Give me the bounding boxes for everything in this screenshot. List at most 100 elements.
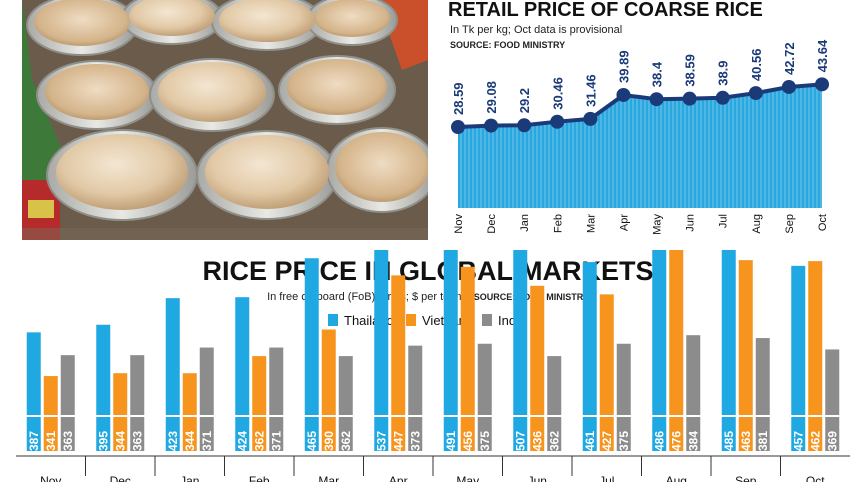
bar-base-thailand [96,417,111,451]
retail-value-label: 42.72 [782,42,797,75]
legend-swatch-vietnam [406,314,416,326]
bar-vietnam-dec [113,373,128,415]
bar-value-label: 507 [513,431,527,451]
bar-value-label: 363 [61,431,75,451]
bar-value-label: 344 [113,431,127,451]
bar-value-label: 491 [444,431,458,451]
month-label-jun: Jun [528,474,547,482]
bar-value-label: 362 [547,431,561,451]
legend-swatch-india [482,314,492,326]
bar-india-sep [755,338,770,415]
bar-thailand-apr [374,189,389,415]
bar-base-vietnam [321,417,336,451]
retail-point-sep [781,79,796,94]
bar-vietnam-sep [738,260,753,415]
bar-thailand-oct [791,265,806,415]
bar-india-mar [338,356,353,415]
bar-base-vietnam [113,417,128,451]
retail-point-jun [682,91,697,106]
bar-base-india [825,417,840,451]
month-label-apr: Apr [389,474,408,482]
bar-base-india [755,417,770,451]
retail-value-label: 29.08 [484,81,499,114]
month-label-mar: Mar [318,474,339,482]
bar-india-aug [686,335,701,415]
month-label-may: May [456,474,479,482]
bar-base-thailand [721,417,736,451]
retail-area-fill [458,84,822,208]
bar-vietnam-aug [669,247,684,415]
retail-point-jan [517,118,532,133]
bar-vietnam-feb [252,356,267,415]
bar-base-india [547,417,562,451]
bar-india-oct [825,349,840,415]
bar-value-label: 384 [686,431,700,451]
bar-base-vietnam [530,417,545,451]
retail-month-label: Jan [519,214,531,232]
bar-value-label: 476 [669,431,683,451]
bar-value-label: 381 [756,431,770,451]
bar-india-jul [616,343,631,415]
bar-thailand-feb [235,297,250,415]
bar-base-thailand [652,417,667,451]
bar-vietnam-jun [530,285,545,415]
bar-thailand-nov [26,332,41,415]
bar-base-vietnam [391,417,406,451]
bar-value-label: 463 [739,431,753,451]
retail-month-label: May [652,214,664,235]
bar-base-india [477,417,492,451]
month-label-jan: Jan [180,474,199,482]
bar-base-india [130,417,145,451]
retail-month-label: Sep [784,214,796,234]
bar-base-india [60,417,75,451]
bar-vietnam-jan [182,373,197,415]
global-chart-title: RICE PRICE IN GLOBAL MARKETS [202,256,653,286]
bar-vietnam-oct [808,261,823,415]
bar-value-label: 387 [27,431,41,451]
bar-value-label: 465 [305,431,319,451]
bar-vietnam-apr [391,275,406,415]
bar-value-label: 371 [269,431,283,451]
month-label-nov: Nov [40,474,61,482]
bar-base-vietnam [460,417,475,451]
bar-base-thailand [443,417,458,451]
bar-value-label: 436 [530,431,544,451]
bar-india-nov [60,355,75,415]
bar-india-jun [547,356,562,415]
bar-value-label: 371 [200,431,214,451]
retail-month-label: Oct [817,214,829,231]
bar-value-label: 462 [808,431,822,451]
global-chart-subtitle: In free on board (FoB) terms; $ per tonn… [267,291,471,303]
month-label-feb: Feb [249,474,270,482]
bar-value-label: 375 [617,431,631,451]
bar-base-thailand [582,417,597,451]
retail-value-label: 38.9 [716,60,731,85]
bar-india-dec [130,355,145,415]
bar-vietnam-nov [43,376,58,415]
bar-base-vietnam [738,417,753,451]
retail-value-label: 38.4 [650,61,665,87]
legend-swatch-thailand [328,314,338,326]
bar-thailand-sep [721,239,736,415]
bar-value-label: 485 [722,431,736,451]
bar-base-india [199,417,214,451]
bar-base-india [408,417,423,451]
month-label-oct: Oct [806,474,825,482]
retail-value-label: 43.64 [815,39,830,72]
bar-base-vietnam [669,417,684,451]
month-label-jul: Jul [599,474,614,482]
retail-month-label: Nov [453,214,465,234]
bar-value-label: 363 [130,431,144,451]
bar-value-label: 537 [374,431,388,451]
bar-value-label: 344 [183,431,197,451]
global-price-chart: RICE PRICE IN GLOBAL MARKETS In free on … [0,189,857,487]
rice-sacks-photo [22,0,438,240]
bar-vietnam-may [460,266,475,415]
bar-value-label: 427 [600,431,614,451]
legend: ThailandVietnamIndia [328,313,527,328]
bar-thailand-dec [96,324,111,415]
retail-point-dec [484,118,499,133]
bar-value-label: 456 [461,431,475,451]
retail-value-label: 30.46 [550,77,565,110]
retail-month-label: Aug [751,214,763,234]
